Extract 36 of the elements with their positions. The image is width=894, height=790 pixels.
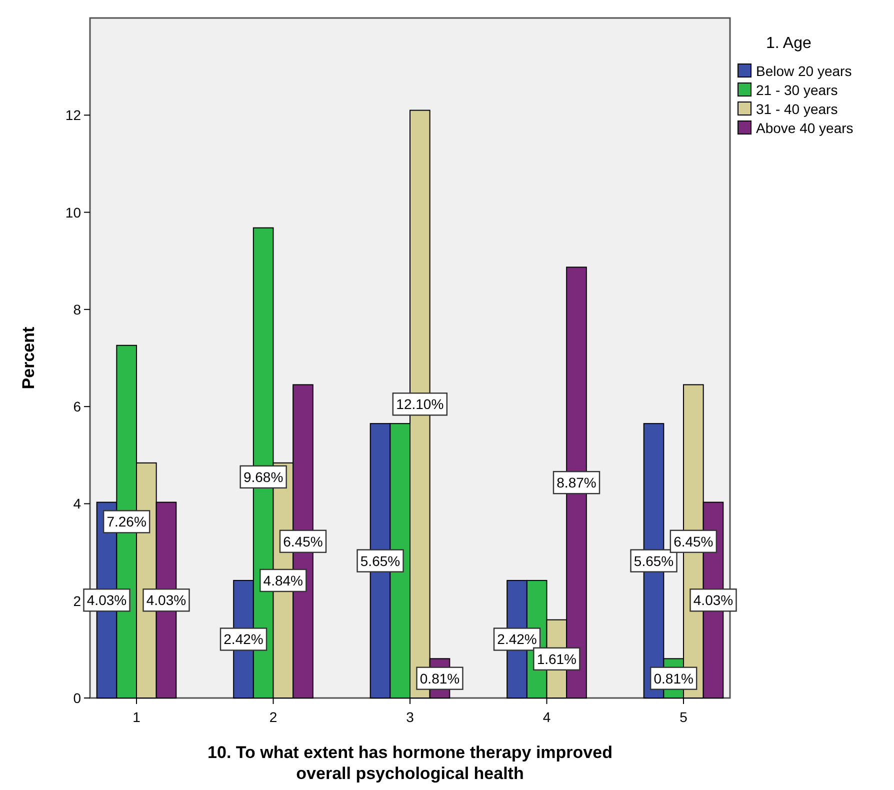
x-tick-label: 4 [542, 709, 551, 725]
legend-label: Below 20 years [756, 63, 852, 79]
data-label: 7.26% [106, 514, 146, 530]
legend-label: 21 - 30 years [756, 82, 838, 98]
data-label: 6.45% [283, 533, 323, 550]
data-label: 0.81% [654, 670, 694, 686]
data-label: 4.03% [146, 592, 186, 608]
data-label: 2.42% [224, 631, 264, 648]
data-label: 9.68% [243, 468, 284, 485]
data-label: 4.84% [263, 572, 304, 588]
data-label: 1.61% [536, 650, 577, 667]
legend-label: 31 - 40 years [756, 101, 838, 117]
legend-label: Above 40 years [756, 120, 854, 136]
x-tick-label: 2 [269, 709, 278, 725]
x-tick-label: 1 [132, 709, 141, 725]
y-tick-label: 0 [73, 690, 82, 706]
y-axis-title: Percent [19, 326, 38, 390]
y-tick-label: 6 [73, 398, 82, 415]
data-label: 5.65% [634, 552, 674, 569]
y-tick-label: 8 [73, 301, 82, 318]
data-label: 2.42% [497, 631, 537, 648]
data-label: 6.45% [674, 533, 714, 550]
x-tick-label: 5 [680, 709, 688, 725]
data-label: 5.65% [360, 552, 400, 569]
y-tick-label: 12 [65, 107, 82, 124]
data-label: 4.03% [693, 592, 734, 608]
data-label: 4.03% [86, 592, 127, 608]
legend-title: 1. Age [766, 35, 812, 52]
y-tick-label: 2 [73, 592, 82, 609]
y-tick-label: 10 [65, 204, 82, 220]
y-tick-label: 4 [73, 496, 82, 512]
data-label: 12.10% [396, 396, 444, 412]
x-tick-label: 3 [406, 709, 414, 725]
data-label: 8.87% [556, 474, 596, 491]
x-axis-title: 10. To what extent has hormone therapy improved overall psychological health [208, 743, 612, 783]
data-label: 0.81% [420, 670, 460, 686]
